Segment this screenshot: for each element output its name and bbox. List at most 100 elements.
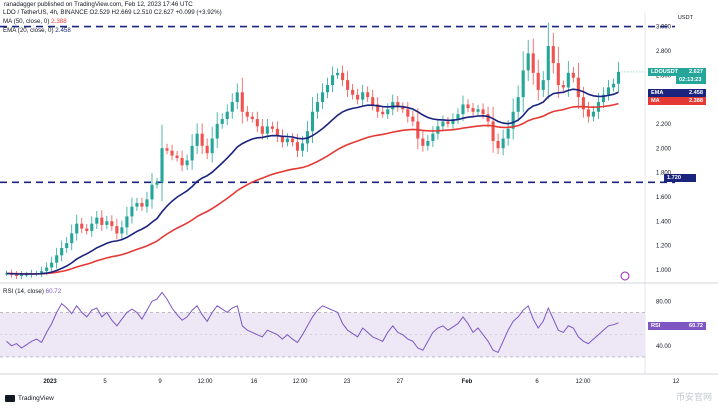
ema-tag: EMA 2.458 [648,89,706,97]
price-tick-label: 2.000 [656,146,672,152]
candle-body [346,80,350,90]
candle-body [165,148,169,151]
candle-body [260,126,264,134]
candle-body [371,97,375,105]
candle-body [586,109,590,117]
rsi-band [0,312,645,357]
time-tick-label: 12:00 [292,379,308,385]
candle-body [250,116,254,120]
time-tick-label: 27 [397,379,404,385]
ma-legend[interactable]: MA (50, close, 0) 2.388 [3,18,67,26]
candle-body [351,89,355,95]
candle-body [240,92,244,112]
candle-body [255,119,259,127]
candle-body [546,46,550,81]
candle-body [591,111,595,117]
rsi-value: 60.72 [45,288,62,295]
time-tick-label: 23 [344,379,351,385]
ema-tag-name: EMA [651,90,664,96]
time-tick-label: 2023 [43,379,57,385]
price-tick-label: 1.600 [656,195,672,201]
tradingview-icon [5,395,15,402]
candle-body [461,104,465,115]
candle-body [616,71,621,84]
candle-body [441,121,445,127]
candle-body [65,243,69,249]
candle-body [155,182,159,185]
ema-tag-value: 2.458 [689,90,703,96]
candle-body [451,119,455,124]
candle-body [581,97,585,110]
candle-body [486,114,490,122]
candle-body [215,123,219,139]
candle-body [180,157,184,166]
price-tick-label: 1.400 [656,219,672,225]
support-tag: 1.720 [664,174,696,182]
symbol-line: LDO / TetherUS, 4h, BINANCE O2.529 H2.66… [3,9,222,17]
candle-body [175,155,179,158]
rsi-tag-name: RSI [651,323,661,329]
candle-body [320,92,325,103]
candle-body [200,133,204,146]
price-tick-label: 2.200 [656,122,672,128]
candle-body [476,109,480,112]
time-tick-label: Feb [462,379,473,385]
candle-body [295,142,300,151]
price-tick-label: 1.800 [656,171,672,177]
candle-body [521,70,525,98]
price-tick-label: 2.800 [656,49,672,55]
ema-legend[interactable]: EMA (20, close, 0) 2.458 [3,27,71,35]
price-tick-label: 1.200 [656,244,672,250]
price-tag: LDOUSDT 2.627 [648,68,706,76]
candle-body [70,233,74,244]
candle-body [396,102,400,107]
candle-body [105,221,109,225]
candle-body [110,221,114,227]
candle-body [50,262,54,268]
candle-body [381,111,385,115]
candle-body [120,227,124,234]
candle-body [491,121,495,141]
candle-body [90,223,94,231]
brand-name: TradingView [18,395,54,402]
candle-body [85,228,89,231]
price-tick-label: 2.600 [656,73,672,79]
candle-body [446,121,450,124]
author-line: ranadagger published on TradingView.com,… [4,1,193,8]
candle-body [270,126,274,129]
candle-body [170,150,174,156]
rsi-legend[interactable]: RSI (14, close) 60.72 [3,288,61,296]
candle-body [185,160,189,166]
candle-body [325,84,330,93]
tradingview-logo[interactable]: TradingView [5,395,54,402]
candle-body [280,136,284,143]
time-tick-label: 6 [535,379,539,385]
candle-body [361,92,365,100]
candle-body [536,72,540,90]
candle-body [341,72,345,81]
ema-value: 2.458 [55,27,71,34]
candle-body [130,206,134,217]
candle-body [205,145,209,154]
candle-body [471,108,475,112]
watermark-text: 币安官网 [675,392,712,402]
candle-body [265,126,269,134]
candle-body [25,274,29,276]
candle-body [406,109,410,117]
candle-body [235,92,239,103]
candle-body [125,216,129,228]
candle-body [526,53,530,71]
candle-body [190,145,194,161]
candle-body [366,92,370,98]
rsi-tick-label: 40.00 [656,344,672,350]
candle-body [115,226,119,234]
candle-body [145,199,149,207]
candle-body [95,217,99,224]
candle-body [285,138,289,143]
candle-body [331,75,335,85]
candle-body [411,116,415,122]
candle-body [230,102,234,112]
rsi-tag-value: 60.72 [689,323,703,329]
symbol-ohlc: LDO / TetherUS, 4h, BINANCE O2.529 H2.66… [3,9,222,16]
